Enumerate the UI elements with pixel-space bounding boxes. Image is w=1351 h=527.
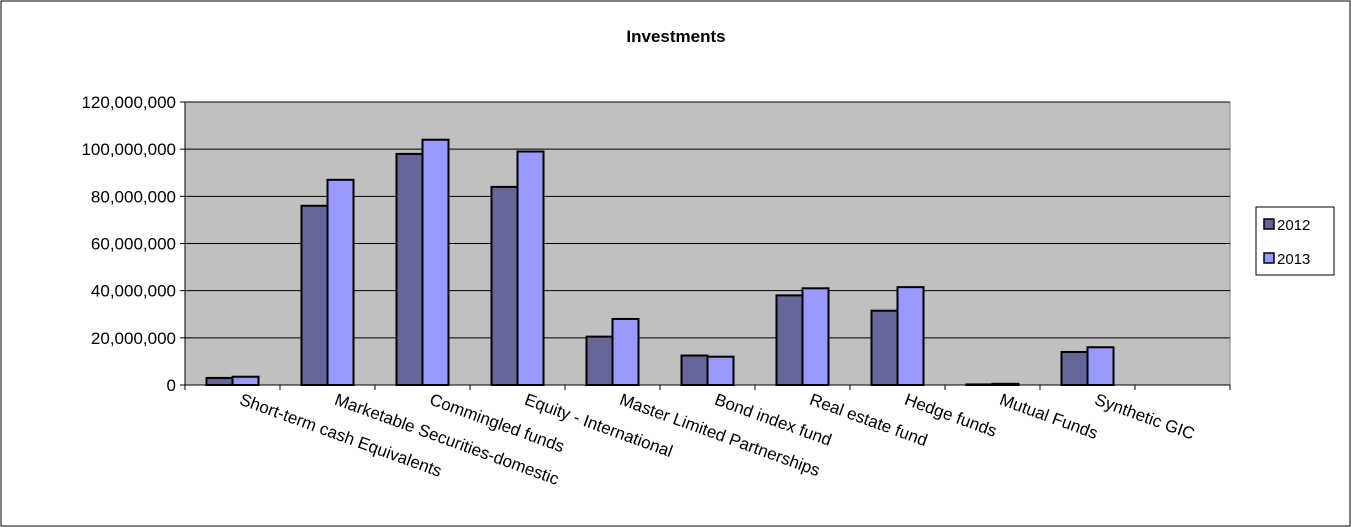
bar-2012 [585, 335, 614, 387]
y-tick-label: 60,000,000 [91, 235, 176, 254]
bar-2013 [326, 178, 355, 386]
y-tick-label: 120,000,000 [81, 93, 176, 112]
gridlines [185, 101, 1230, 339]
y-tick-label: 80,000,000 [91, 187, 176, 206]
y-tick-label: 100,000,000 [81, 140, 176, 159]
bar-2012 [205, 376, 234, 386]
bars-group [205, 138, 1115, 387]
legend-swatch-2013 [1263, 252, 1275, 264]
bar-2012 [870, 309, 899, 386]
chart-title: Investments [626, 27, 725, 46]
axes [180, 101, 1231, 390]
bar-2013 [516, 150, 545, 386]
bar-2012 [680, 354, 709, 387]
bar-2013 [611, 317, 640, 387]
y-tick-label: 20,000,000 [91, 329, 176, 348]
bar-2013 [1086, 346, 1115, 386]
legend-swatch-2012 [1263, 218, 1275, 230]
y-tick-label: 0 [167, 376, 176, 395]
legend-label-2013: 2013 [1277, 251, 1310, 268]
bar-2013 [896, 286, 925, 387]
bar-2013 [801, 287, 830, 386]
bar-2012 [775, 294, 804, 386]
bar-2013 [706, 355, 735, 387]
bar-2012 [490, 185, 519, 386]
bar-2013 [421, 138, 450, 386]
y-tick-label: 40,000,000 [91, 282, 176, 301]
bar-2012 [395, 152, 424, 386]
y-axis-tick-labels: 0 20,000,000 40,000,000 60,000,000 80,000,00… [81, 93, 176, 395]
bar-2012 [300, 204, 329, 386]
bar-2013 [231, 375, 260, 386]
legend-label-2012: 2012 [1277, 217, 1310, 234]
legend: 2012 2013 [1255, 206, 1335, 276]
bar-2012 [1060, 350, 1089, 387]
